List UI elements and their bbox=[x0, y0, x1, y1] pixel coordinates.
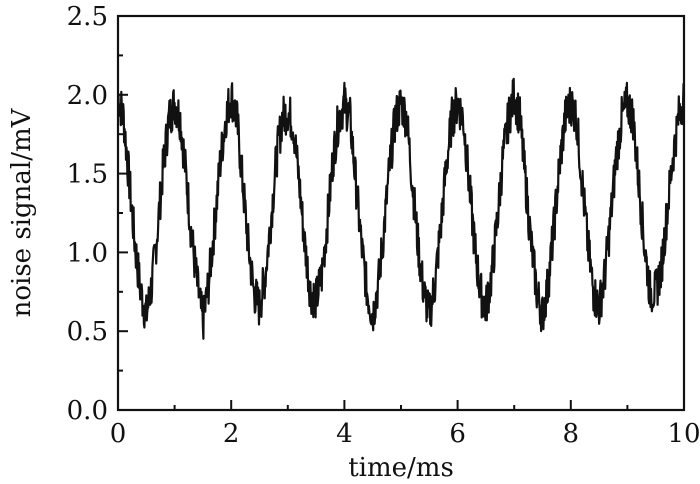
y-tick-label: 1.0 bbox=[67, 238, 108, 268]
x-tick-label: 10 bbox=[667, 419, 700, 449]
y-axis-ticks bbox=[118, 15, 128, 411]
y-tick-label: 0.0 bbox=[67, 396, 108, 426]
y-tick-label: 0.5 bbox=[67, 317, 108, 347]
x-tick-label: 4 bbox=[336, 419, 353, 449]
x-axis-ticks bbox=[117, 400, 685, 410]
x-tick-label: 2 bbox=[223, 419, 240, 449]
y-tick-label: 2.0 bbox=[67, 81, 108, 111]
x-tick-label: 8 bbox=[563, 419, 580, 449]
x-tick-label: 6 bbox=[449, 419, 466, 449]
y-axis-tick-labels: 0.0 0.5 1.0 1.5 2.0 2.5 bbox=[67, 2, 108, 426]
noise-signal-line bbox=[116, 77, 686, 340]
y-axis-title: noise signal/mV bbox=[7, 107, 37, 317]
x-axis-title: time/ms bbox=[348, 453, 454, 483]
x-axis-tick-labels: 0 2 4 6 8 10 bbox=[110, 419, 700, 449]
y-tick-label: 2.5 bbox=[67, 2, 108, 32]
x-tick-label: 0 bbox=[110, 419, 127, 449]
y-tick-label: 1.5 bbox=[67, 160, 108, 190]
plot-frame bbox=[116, 14, 686, 412]
